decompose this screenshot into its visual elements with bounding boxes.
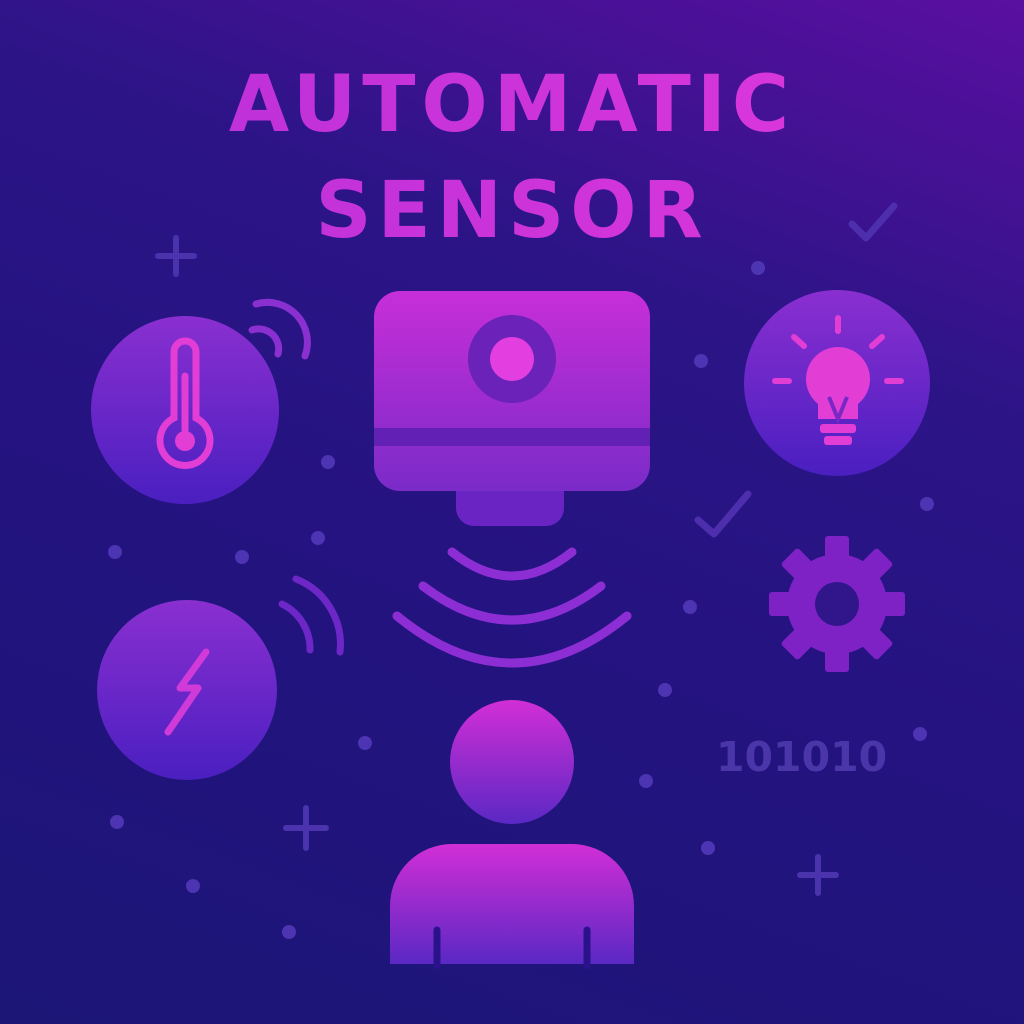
plus-icon <box>283 805 329 851</box>
thermometer-icon <box>156 337 214 469</box>
page-title-line-1: AUTOMATIC <box>0 66 1024 144</box>
lightbulb-icon <box>772 315 904 445</box>
motion-sensor-icon <box>374 291 650 526</box>
thermometer-badge <box>91 316 279 504</box>
binary-code-text: 101010 <box>716 733 888 781</box>
lightning-badge <box>97 600 277 780</box>
lightning-bolt-icon <box>164 648 210 736</box>
wifi-signal-icon <box>392 547 632 668</box>
plus-icon <box>155 235 197 277</box>
checkmark-icon <box>694 490 752 538</box>
checkmark-icon <box>848 202 898 242</box>
decorative-dots <box>108 261 934 939</box>
page-title-line-2: SENSOR <box>0 172 1024 250</box>
wifi-signal-icon <box>278 575 344 656</box>
wifi-signal-icon <box>248 298 311 360</box>
lightbulb-badge <box>744 290 930 476</box>
person-icon <box>390 700 634 970</box>
plus-icon <box>797 854 839 896</box>
gear-icon <box>769 536 905 672</box>
